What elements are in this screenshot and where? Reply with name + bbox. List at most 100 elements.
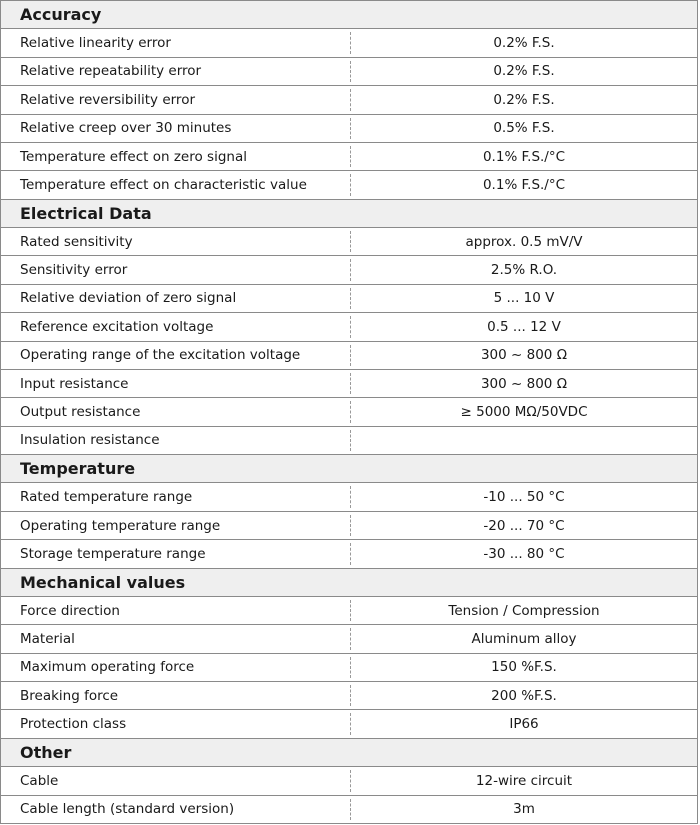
- table-row: Relative creep over 30 minutes 0.5% F.S.: [1, 115, 697, 143]
- spec-label: Rated temperature range: [20, 489, 193, 506]
- column-divider: [350, 231, 351, 253]
- spec-value: 0.5% F.S.: [493, 120, 555, 137]
- spec-label: Relative reversibility error: [20, 91, 195, 108]
- column-divider: [350, 798, 351, 820]
- column-divider: [350, 599, 351, 622]
- section-header: Accuracy: [1, 1, 697, 30]
- table-row: Breaking force 200 %F.S.: [1, 682, 697, 711]
- spec-label: Cable: [20, 772, 59, 789]
- column-divider: [350, 429, 351, 452]
- column-divider: [350, 628, 351, 650]
- column-divider: [350, 259, 351, 281]
- spec-label: Temperature effect on zero signal: [20, 148, 247, 165]
- spec-value: 3m: [513, 801, 535, 818]
- column-divider: [350, 656, 351, 679]
- column-divider: [350, 685, 351, 707]
- table-row: Force direction Tension / Compression: [1, 597, 697, 626]
- spec-label: Relative deviation of zero signal: [20, 290, 237, 307]
- table-row: Temperature effect on characteristic val…: [1, 171, 697, 200]
- spec-value: 300 ~ 800 Ω: [480, 375, 568, 392]
- column-divider: [350, 770, 351, 792]
- table-row: Operating temperature range -20 ... 70 °C: [1, 512, 697, 541]
- section-title: Accuracy: [20, 5, 102, 25]
- table-row: Rated temperature range -10 ... 50 °C: [1, 483, 697, 512]
- spec-value: 0.2% F.S.: [493, 91, 555, 108]
- column-divider: [350, 145, 351, 168]
- spec-value: 0.2% F.S.: [493, 63, 555, 80]
- spec-value: -30 ... 80 °C: [483, 545, 565, 562]
- section-title: Mechanical values: [20, 572, 186, 592]
- column-divider: [350, 32, 351, 54]
- table-row: Maximum operating force 150 %F.S.: [1, 654, 697, 683]
- spec-label: Operating temperature range: [20, 517, 221, 534]
- spec-label: Sensitivity error: [20, 262, 128, 279]
- spec-value: Tension / Compression: [448, 602, 600, 619]
- column-divider: [350, 486, 351, 508]
- column-divider: [350, 174, 351, 196]
- spec-value: IP66: [509, 716, 539, 733]
- table-row: Input resistance 300 ~ 800 Ω: [1, 370, 697, 399]
- table-row: Protection class IP66: [1, 710, 697, 739]
- spec-label: Cable length (standard version): [20, 801, 235, 818]
- spec-value: 300 ~ 800 Ω: [480, 347, 568, 364]
- section-header: Temperature: [1, 455, 697, 484]
- column-divider: [350, 117, 351, 139]
- spec-value: 0.1% F.S./°C: [482, 176, 566, 193]
- spec-label: Relative repeatability error: [20, 63, 202, 80]
- spec-label: Maximum operating force: [20, 659, 195, 676]
- column-divider: [350, 514, 351, 537]
- spec-value: 200 %F.S.: [491, 687, 557, 704]
- table-row: Insulation resistance: [1, 427, 697, 456]
- spec-label: Storage temperature range: [20, 545, 206, 562]
- column-divider: [350, 89, 351, 111]
- spec-value: 5 ... 10 V: [493, 290, 555, 307]
- spec-value: 2.5% R.O.: [490, 262, 558, 279]
- spec-label: Temperature effect on characteristic val…: [20, 176, 307, 193]
- section-header: Other: [1, 738, 697, 768]
- table-row: Rated sensitivity approx. 0.5 mV/V: [1, 228, 697, 257]
- spec-label: Input resistance: [20, 375, 129, 392]
- table-row: Relative deviation of zero signal 5 ... 1…: [1, 285, 697, 314]
- table-row: Cable length (standard version) 3m: [1, 796, 697, 824]
- table-row: Operating range of the excitation voltag…: [1, 342, 697, 370]
- table-row: Storage temperature range -30 ... 80 °C: [1, 540, 697, 569]
- table-row: Relative linearity error 0.2% F.S.: [1, 29, 697, 58]
- column-divider: [350, 372, 351, 395]
- column-divider: [350, 316, 351, 338]
- spec-label: Rated sensitivity: [20, 233, 133, 250]
- table-row: Temperature effect on zero signal 0.1% F.…: [1, 143, 697, 172]
- spec-label: Reference excitation voltage: [20, 318, 214, 335]
- table-row: Output resistance ≥ 5000 MΩ/50VDC: [1, 398, 697, 427]
- section-title: Other: [20, 743, 72, 763]
- table-row: Sensitivity error 2.5% R.O.: [1, 256, 697, 285]
- spec-value: Aluminum alloy: [471, 631, 577, 648]
- spec-value: 150 %F.S.: [491, 659, 557, 676]
- column-divider: [350, 713, 351, 735]
- table-row: Cable 12-wire circuit: [1, 767, 697, 796]
- spec-value: -20 ... 70 °C: [483, 517, 565, 534]
- column-divider: [350, 344, 351, 366]
- spec-value: approx. 0.5 mV/V: [465, 233, 583, 250]
- section-title: Electrical Data: [20, 203, 152, 223]
- column-divider: [350, 287, 351, 310]
- spec-label: Relative creep over 30 minutes: [20, 120, 232, 137]
- spec-label: Relative linearity error: [20, 35, 171, 52]
- section-header: Mechanical values: [1, 568, 697, 597]
- spec-label: Operating range of the excitation voltag…: [20, 347, 301, 364]
- table-row: Relative reversibility error 0.2% F.S.: [1, 86, 697, 115]
- spec-label: Protection class: [20, 716, 127, 733]
- table-row: Material Aluminum alloy: [1, 625, 697, 654]
- spec-value: ≥ 5000 MΩ/50VDC: [460, 403, 588, 420]
- spec-value: 12-wire circuit: [475, 772, 573, 789]
- table-row: Reference excitation voltage 0.5 ... 12 V: [1, 313, 697, 342]
- spec-label: Force direction: [20, 602, 120, 619]
- spec-value: 0.2% F.S.: [493, 35, 555, 52]
- column-divider: [350, 543, 351, 565]
- spec-label: Output resistance: [20, 403, 141, 420]
- section-title: Temperature: [20, 459, 136, 479]
- column-divider: [350, 401, 351, 423]
- spec-value: 0.5 ... 12 V: [487, 318, 561, 335]
- spec-label: Material: [20, 631, 75, 648]
- column-divider: [350, 60, 351, 83]
